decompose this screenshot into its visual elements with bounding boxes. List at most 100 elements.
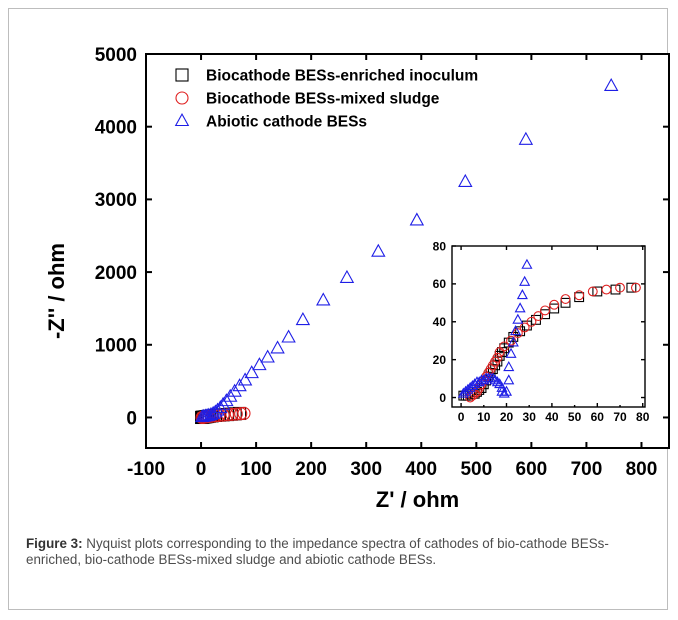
data-point-triangle: [270, 340, 285, 354]
inset-x-tick-label: 0: [458, 410, 465, 424]
x-tick-label: 500: [460, 459, 492, 480]
y-axis-label: -Z'' / ohm: [44, 243, 69, 339]
inset-y-tick-label: 80: [433, 239, 447, 253]
x-tick-label: 100: [240, 459, 272, 480]
legend-marker-circle: [175, 91, 189, 105]
inset-y-tick-label: 60: [433, 277, 447, 291]
inset-y-tick-label: 20: [433, 353, 447, 367]
y-tick-label: 5000: [95, 45, 137, 66]
data-point-circle: [229, 407, 243, 421]
x-axis-label: Z' / ohm: [376, 487, 459, 512]
inset-data-point-circle: [601, 284, 612, 295]
series-triangle: [194, 77, 619, 423]
x-tick-label: -100: [127, 459, 165, 480]
y-tick-label: 2000: [95, 263, 137, 284]
data-point-triangle: [339, 269, 355, 283]
x-tick-label: 800: [626, 459, 658, 480]
legend-marker-square: [175, 68, 189, 82]
inset-data-point-circle: [630, 282, 641, 293]
data-point-triangle: [295, 312, 311, 326]
x-tick-label: 0: [196, 459, 207, 480]
data-point-circle: [237, 406, 251, 420]
y-tick-label: 4000: [95, 118, 137, 139]
x-tick-label: 300: [350, 459, 382, 480]
inset-data-point-triangle: [478, 374, 490, 385]
caption-label: Figure 3:: [26, 536, 83, 551]
inset-data-point-square: [560, 297, 571, 308]
inset-data-point-square: [540, 309, 551, 320]
inset-x-tick-label: 80: [636, 410, 650, 424]
inset-data-point-triangle: [496, 381, 508, 392]
inset-data-point-circle: [540, 305, 551, 316]
inset-data-point-circle: [533, 311, 544, 322]
inset-data-point-triangle: [489, 374, 501, 385]
data-point-triangle: [260, 349, 275, 363]
inset-x-minor-tick-label: 10: [477, 410, 491, 424]
data-point-triangle: [518, 131, 534, 145]
data-point-triangle: [281, 329, 296, 343]
inset-x-minor-tick-label: 30: [523, 410, 537, 424]
data-point-triangle: [237, 372, 253, 386]
data-point-triangle: [458, 173, 473, 187]
inset-x-tick-label: 40: [545, 410, 559, 424]
legend: Biocathode BESs-enriched inoculum Biocath…: [174, 68, 478, 131]
x-tick-label: 200: [295, 459, 327, 480]
inset-data-point-circle: [519, 322, 530, 333]
data-point-triangle: [371, 243, 386, 257]
inset-data-point-circle: [587, 286, 598, 297]
inset-series-triangle: [457, 258, 533, 398]
x-tick-label: 600: [516, 459, 548, 480]
figure-caption: Figure 3: Nyquist plots corresponding to…: [26, 536, 652, 568]
inset-y-tick-label: 0: [439, 391, 446, 405]
inset-data-point-triangle: [503, 374, 515, 385]
data-point-triangle: [222, 388, 238, 402]
inset-x-minor-tick-label: 50: [568, 410, 582, 424]
data-point-triangle: [213, 399, 228, 414]
inset-x-minor-tick-label: 70: [613, 410, 627, 424]
inset-data-point-triangle: [500, 385, 513, 396]
inset-data-point-triangle: [514, 302, 526, 313]
inset-data-point-triangle: [512, 313, 524, 324]
inset-data-point-triangle: [505, 347, 517, 358]
inset-data-point-square: [626, 282, 637, 293]
inset-data-point-triangle: [510, 325, 522, 336]
inset-plot-frame: [451, 245, 646, 408]
inset-data-point-circle: [560, 294, 571, 304]
y-tick-label: 3000: [95, 190, 137, 211]
x-tick-label: 700: [571, 459, 603, 480]
legend-label: Biocathode BESs-mixed sludge: [206, 91, 440, 108]
y-tick-label: 1000: [95, 336, 137, 357]
inset-x-tick-label: 20: [500, 410, 514, 424]
y-tick-label: 0: [126, 408, 137, 429]
data-point-triangle: [219, 393, 234, 407]
inset-data-point-square: [549, 303, 560, 314]
data-point-triangle: [252, 357, 267, 371]
inset-data-point-circle: [492, 352, 503, 363]
data-point-circle: [234, 407, 248, 421]
inset-data-point-triangle: [507, 336, 519, 347]
legend-label: Abiotic cathode BESs: [206, 114, 367, 131]
inset-data-point-triangle: [521, 258, 533, 269]
inset-data-point-triangle: [519, 275, 531, 286]
inset-data-point-triangle: [498, 387, 510, 398]
inset-plot: 0 20 40 60 80 10 30 50 70 0 20 40 60 80: [433, 239, 650, 424]
data-point-triangle: [603, 77, 619, 92]
inset-data-point-triangle: [491, 376, 503, 387]
legend-marker-triangle: [174, 112, 190, 127]
nyquist-chart: -100 0 100 200 300 400 500 600 700 80001000200030…: [44, 45, 670, 512]
inset-data-point-triangle: [487, 372, 499, 383]
inset-data-point-circle: [526, 316, 537, 327]
x-tick-label: 400: [405, 459, 437, 480]
data-point-triangle: [208, 404, 223, 418]
inset-data-point-circle: [512, 328, 523, 339]
data-point-triangle: [316, 292, 331, 306]
inset-data-point-circle: [574, 290, 585, 301]
inset-data-point-circle: [549, 299, 560, 310]
inset-data-point-triangle: [503, 361, 515, 372]
legend-label: Biocathode BESs-enriched inoculum: [206, 68, 478, 85]
caption-text: Nyquist plots corresponding to the imped…: [26, 536, 609, 567]
data-point-triangle: [215, 396, 231, 410]
inset-y-tick-label: 40: [433, 315, 447, 329]
data-point-triangle: [409, 212, 425, 226]
inset-data-point-square: [592, 286, 603, 297]
